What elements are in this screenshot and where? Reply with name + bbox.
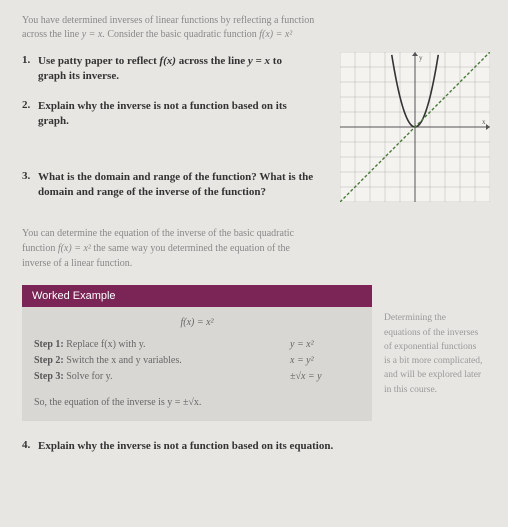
step1-eq: y = x²	[290, 337, 360, 353]
side-note: Determining the equations of the inverse…	[384, 285, 484, 421]
intro-eq: y = x.	[82, 29, 105, 40]
q2-text: Explain why the inverse is not a functio…	[38, 99, 308, 130]
q4-num: 4.	[22, 439, 38, 454]
intro-text: You have determined inverses of linear f…	[22, 14, 362, 42]
svg-text:y: y	[419, 54, 423, 62]
mid-paragraph: You can determine the equation of the in…	[22, 226, 382, 271]
intro-line2b: Consider the basic quadratic function	[105, 29, 259, 40]
q3-text: What is the domain and range of the func…	[38, 170, 338, 201]
intro-line2a: across the line	[22, 29, 82, 40]
q2-num: 2.	[22, 99, 38, 130]
worked-example: Worked Example f(x) = x² Step 1: Replace…	[22, 285, 372, 421]
q3-num: 3.	[22, 170, 38, 201]
intro-line1: You have determined inverses of linear f…	[22, 15, 314, 26]
svg-text:x: x	[482, 118, 486, 126]
q4-text: Explain why the inverse is not a functio…	[38, 439, 333, 454]
graph-plot: yx	[340, 52, 490, 202]
q1-num: 1.	[22, 54, 38, 85]
worked-top-eq: f(x) = x²	[34, 315, 360, 331]
intro-fx: f(x) = x²	[259, 29, 292, 40]
worked-example-container: Worked Example f(x) = x² Step 1: Replace…	[22, 285, 490, 421]
q1-text: Use patty paper to reflect f(x) across t…	[38, 54, 308, 85]
question-4: 4. Explain why the inverse is not a func…	[22, 439, 490, 454]
step3-eq: ±√x = y	[290, 369, 360, 385]
step2-eq: x = y²	[290, 353, 360, 369]
worked-conclusion: So, the equation of the inverse is y = ±…	[34, 395, 360, 411]
worked-body: f(x) = x² Step 1: Replace f(x) with y. S…	[22, 307, 372, 421]
worked-header: Worked Example	[22, 285, 372, 307]
